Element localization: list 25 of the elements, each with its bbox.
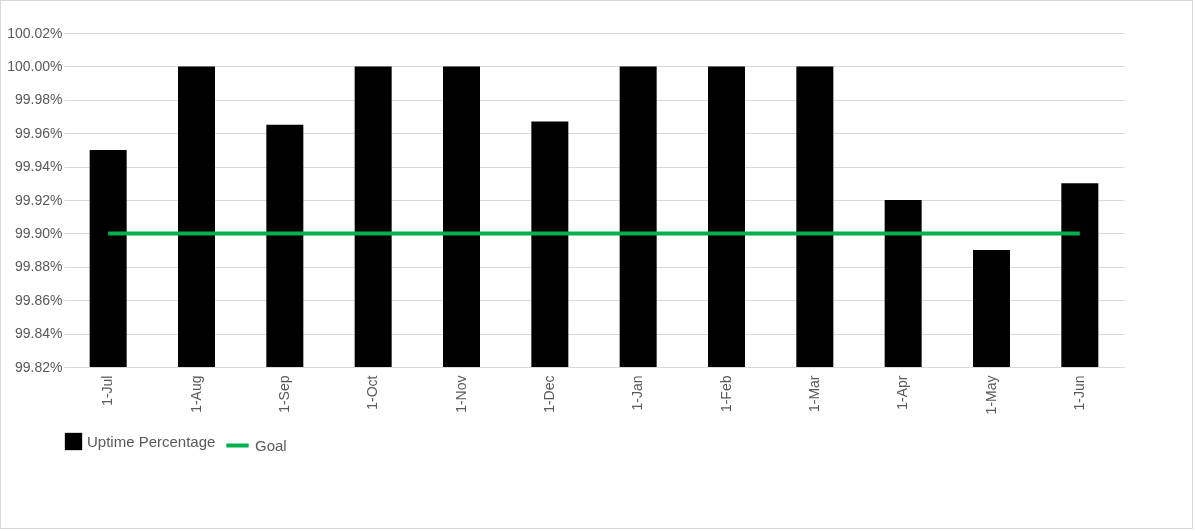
y-tick-label: 100.02%: [7, 24, 63, 41]
x-tick-label: 1-Jul: [99, 375, 116, 406]
x-tick-label: 1-May: [982, 375, 999, 415]
y-tick-label: 99.98%: [15, 91, 63, 108]
y-tick-label: 99.96%: [15, 124, 63, 141]
y-tick-label: 99.94%: [15, 158, 63, 175]
legend-label: Goal: [255, 436, 287, 454]
x-tick-label: 1-Dec: [540, 375, 557, 413]
y-tick-label: 99.86%: [15, 291, 63, 308]
x-tick-label: 1-Feb: [717, 375, 734, 413]
x-tick-label: 1-Nov: [452, 375, 469, 413]
x-tick-label: 1-Jan: [629, 375, 646, 411]
x-tick-label: 1-Sep: [275, 375, 292, 413]
y-tick-label: 99.92%: [15, 191, 63, 208]
x-tick-label: 1-Oct: [364, 375, 381, 410]
x-tick-label: 1-Apr: [894, 375, 911, 410]
x-tick-label: 1-Aug: [187, 375, 204, 413]
x-tick-label: 1-Jun: [1070, 375, 1087, 411]
legend-label: Uptime Percentage: [87, 432, 216, 450]
y-tick-label: 99.90%: [15, 224, 63, 241]
y-tick-label: 100.00%: [7, 57, 63, 74]
y-tick-label: 99.82%: [15, 358, 63, 375]
x-tick-label: 1-Mar: [805, 375, 822, 413]
y-tick-label: 99.84%: [15, 325, 63, 342]
y-tick-label: 99.88%: [15, 258, 63, 275]
